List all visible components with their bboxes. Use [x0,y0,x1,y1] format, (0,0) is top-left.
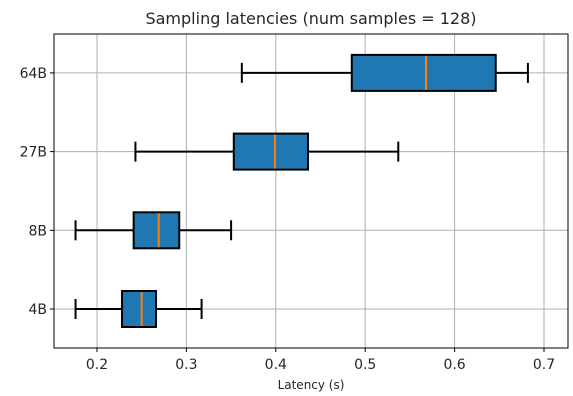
box-27B [134,132,400,171]
box-series [74,53,529,328]
x-tick-label: 0.3 [175,357,197,373]
x-tick-label: 0.2 [86,357,108,373]
x-tick-label: 0.6 [443,357,465,373]
iqr-box [232,132,309,171]
iqr-box [350,53,497,92]
x-axis-label: Latency (s) [278,378,345,392]
plot-frame [53,33,569,349]
y-tick-label: 8B [28,223,47,239]
chart-title: Sampling latencies (num samples = 128) [145,9,476,28]
y-tick-label: 27B [20,145,47,161]
y-axis-ticks: 4B 8B 27B 64B [20,66,54,318]
box-64B [240,53,529,92]
x-tick-label: 0.4 [265,357,287,373]
iqr-box [132,211,181,250]
box-4B [74,290,203,328]
box-8B [74,211,233,250]
y-tick-label: 4B [28,302,47,318]
x-tick-label: 0.7 [533,357,555,373]
y-tick-label: 64B [20,66,47,82]
iqr-box [121,290,158,328]
x-tick-label: 0.5 [354,357,376,373]
x-axis-ticks: 0.2 0.3 0.4 0.5 0.6 0.7 [86,348,555,373]
